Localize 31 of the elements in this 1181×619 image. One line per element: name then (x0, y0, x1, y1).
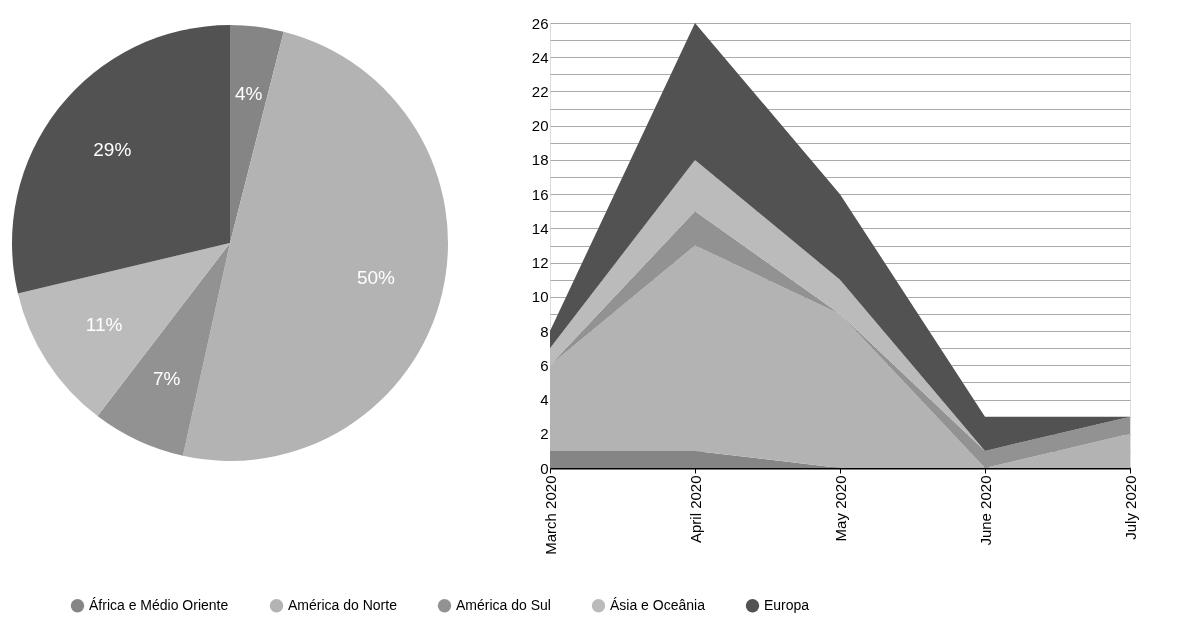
y-tick-label: 10 (531, 288, 549, 306)
y-tick-label: 6 (540, 356, 549, 374)
y-tick-label: 16 (531, 185, 549, 203)
legend-label: Europa (764, 596, 810, 613)
pie-slice (230, 25, 284, 243)
x-tick-label: March 2020 (541, 475, 559, 555)
data-label: 11% (85, 313, 123, 335)
legend-label: África e Médio Oriente (89, 596, 229, 613)
x-tick-label: May 2020 (831, 475, 849, 542)
legend-label: América do Norte (288, 596, 398, 613)
x-tick-label: June 2020 (976, 475, 994, 546)
y-tick-label: 22 (531, 82, 549, 100)
y-tick-label: 0 (540, 459, 549, 477)
data-label: 50% (356, 266, 396, 288)
data-label: 7% (152, 368, 181, 389)
x-tick-label: April 2020 (686, 475, 704, 544)
pie-slice (12, 25, 230, 294)
y-tick-label: 26 (531, 14, 549, 32)
data-label: 29% (93, 139, 132, 160)
y-tick-label: 4 (540, 391, 549, 409)
y-tick-label: 20 (531, 117, 549, 135)
y-tick-label: 12 (531, 254, 549, 272)
y-tick-label: 18 (531, 151, 549, 169)
legend-label: América do Sul (456, 596, 551, 613)
data-label: 4% (234, 83, 263, 105)
y-tick-label: 2 (540, 425, 549, 443)
y-tick-label: 8 (540, 322, 549, 340)
x-tick-label: July 2020 (1121, 475, 1139, 540)
legend-label: Ásia e Oceânia (610, 596, 706, 613)
y-tick-label: 24 (531, 48, 549, 66)
y-tick-label: 14 (531, 219, 549, 237)
